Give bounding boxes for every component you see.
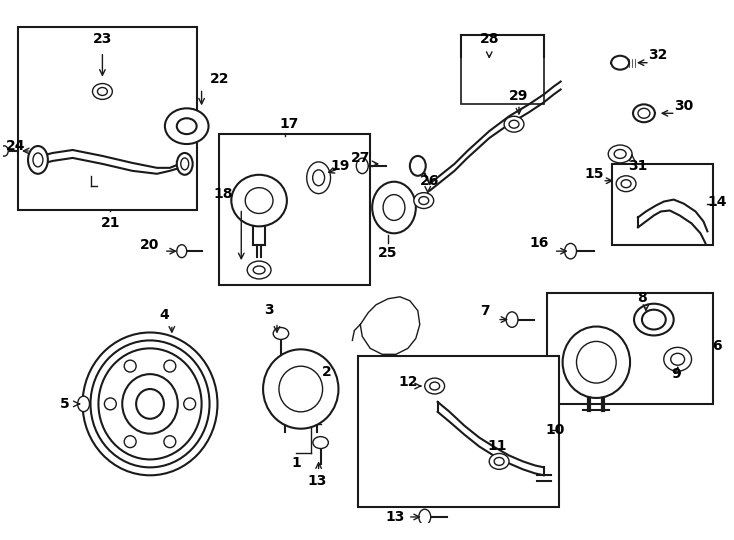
Ellipse shape [616, 176, 636, 192]
Text: 18: 18 [214, 187, 233, 201]
Text: 24: 24 [5, 139, 25, 153]
Ellipse shape [124, 360, 136, 372]
Ellipse shape [123, 374, 178, 434]
Ellipse shape [642, 309, 666, 329]
Text: 19: 19 [331, 159, 350, 173]
Text: 12: 12 [398, 375, 418, 389]
Ellipse shape [177, 245, 186, 258]
Ellipse shape [383, 194, 405, 220]
Bar [18, 27, 197, 211]
Ellipse shape [181, 158, 189, 170]
Ellipse shape [633, 104, 655, 122]
Bar [612, 164, 713, 245]
Text: 13: 13 [385, 510, 404, 524]
Text: 8: 8 [637, 291, 647, 305]
Ellipse shape [429, 382, 440, 390]
Ellipse shape [177, 153, 192, 175]
Text: 27: 27 [351, 151, 370, 165]
Ellipse shape [263, 349, 338, 429]
Text: 7: 7 [481, 303, 490, 318]
Ellipse shape [273, 328, 288, 340]
Ellipse shape [490, 454, 509, 469]
Text: 25: 25 [378, 246, 398, 260]
Text: 13: 13 [307, 474, 327, 488]
Text: 30: 30 [674, 99, 693, 113]
Text: 21: 21 [101, 217, 120, 231]
Text: 6: 6 [713, 339, 722, 353]
Ellipse shape [184, 398, 196, 410]
Ellipse shape [638, 109, 650, 118]
Bar [358, 356, 559, 507]
Ellipse shape [245, 188, 273, 213]
Ellipse shape [564, 244, 576, 259]
Text: 9: 9 [671, 367, 680, 381]
Ellipse shape [247, 261, 271, 279]
Text: 28: 28 [479, 32, 499, 46]
Ellipse shape [90, 340, 209, 468]
Ellipse shape [425, 378, 445, 394]
Ellipse shape [506, 312, 518, 327]
Text: 32: 32 [648, 48, 667, 62]
Text: 22: 22 [210, 72, 229, 85]
Ellipse shape [608, 145, 632, 163]
Text: 2: 2 [321, 365, 332, 379]
Ellipse shape [98, 348, 202, 460]
Ellipse shape [611, 56, 629, 70]
Text: 5: 5 [60, 397, 70, 411]
Bar [219, 134, 370, 285]
Ellipse shape [33, 153, 43, 167]
Ellipse shape [92, 84, 112, 99]
Ellipse shape [0, 146, 8, 156]
Text: 1: 1 [291, 456, 301, 470]
Text: 14: 14 [708, 194, 727, 208]
Ellipse shape [82, 333, 217, 475]
Text: 31: 31 [628, 159, 647, 173]
Bar [462, 35, 544, 104]
Ellipse shape [307, 162, 330, 194]
Ellipse shape [313, 170, 324, 186]
Bar [547, 293, 713, 404]
Text: 29: 29 [509, 90, 528, 104]
Ellipse shape [165, 109, 208, 144]
Ellipse shape [177, 118, 197, 134]
Ellipse shape [279, 366, 323, 412]
Ellipse shape [78, 396, 90, 411]
Text: 20: 20 [140, 238, 160, 252]
Ellipse shape [104, 398, 116, 410]
Text: 11: 11 [487, 438, 507, 453]
Ellipse shape [576, 341, 616, 383]
Ellipse shape [136, 389, 164, 419]
Ellipse shape [509, 120, 519, 128]
Ellipse shape [164, 360, 176, 372]
Ellipse shape [671, 353, 685, 365]
Ellipse shape [28, 146, 48, 174]
Ellipse shape [98, 87, 107, 96]
Ellipse shape [410, 156, 426, 176]
Ellipse shape [372, 182, 416, 233]
Ellipse shape [504, 116, 524, 132]
Text: 10: 10 [545, 423, 564, 437]
Text: 23: 23 [92, 32, 112, 46]
Ellipse shape [419, 509, 431, 525]
Text: 15: 15 [584, 167, 604, 181]
Text: 3: 3 [264, 303, 274, 316]
Ellipse shape [124, 436, 136, 448]
Ellipse shape [621, 180, 631, 188]
Text: 26: 26 [420, 174, 440, 188]
Ellipse shape [313, 437, 328, 449]
Ellipse shape [494, 457, 504, 465]
Ellipse shape [419, 197, 429, 205]
Ellipse shape [664, 347, 691, 371]
Text: 16: 16 [529, 236, 548, 250]
Text: 4: 4 [159, 308, 169, 322]
Ellipse shape [231, 175, 287, 226]
Ellipse shape [164, 436, 176, 448]
Text: 17: 17 [279, 117, 299, 131]
Ellipse shape [414, 193, 434, 208]
Ellipse shape [634, 303, 674, 335]
Ellipse shape [253, 266, 265, 274]
Ellipse shape [563, 327, 630, 398]
Ellipse shape [614, 150, 626, 158]
Ellipse shape [356, 158, 368, 173]
